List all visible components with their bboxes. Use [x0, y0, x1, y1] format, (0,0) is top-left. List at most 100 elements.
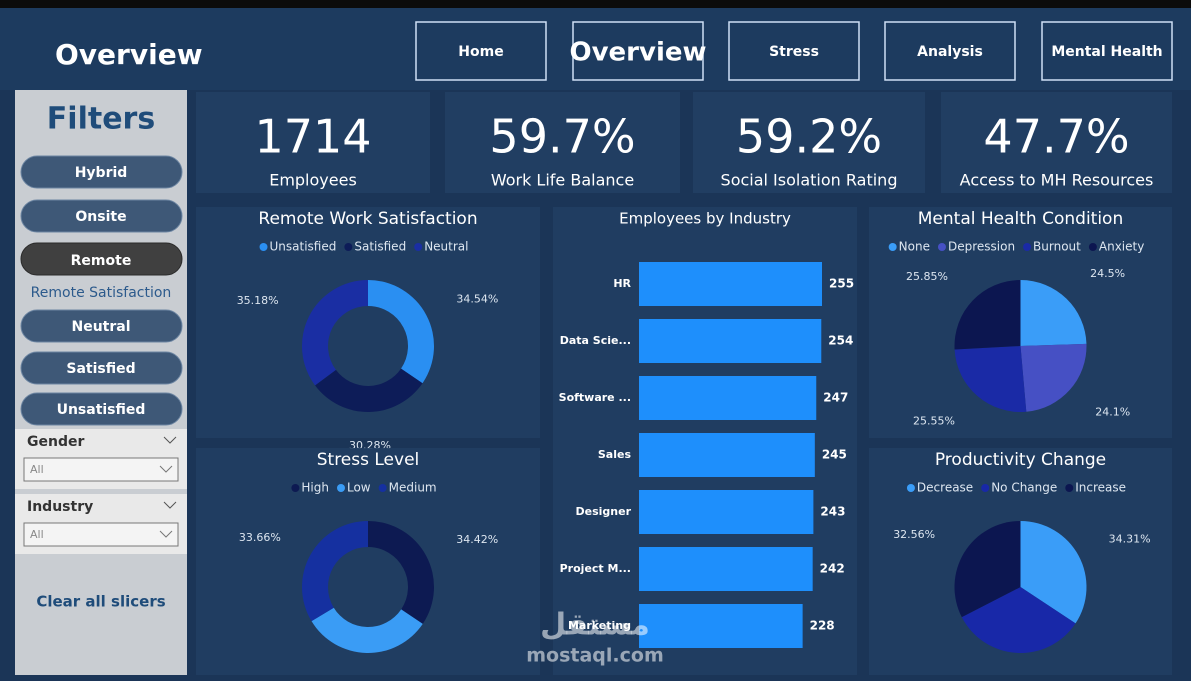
legend-label: High [301, 481, 329, 495]
data-label: 32.56% [893, 528, 935, 541]
legend-label: Decrease [917, 481, 973, 495]
bar [639, 262, 822, 306]
filter-title: Filters [47, 102, 155, 137]
legend-label: Low [347, 481, 371, 495]
legend-label: Burnout [1033, 240, 1081, 254]
chart-title: Employees by Industry [619, 210, 791, 228]
dropdown-value[interactable]: All [30, 528, 44, 541]
legend-label: None [899, 240, 930, 254]
legend-marker [937, 243, 946, 251]
slice [1020, 521, 1087, 624]
filter-button[interactable] [20, 155, 183, 189]
legend-label: Satisfied [354, 240, 406, 254]
category-label: Software ... [559, 391, 631, 404]
dropdown[interactable] [23, 522, 179, 547]
dropdown-label: Industry [27, 499, 93, 515]
legend-label: No Change [991, 481, 1057, 495]
data-label: 25.55% [913, 415, 955, 428]
kpi-label: Access to MH Resources [960, 171, 1154, 190]
kpi-value: 59.2% [736, 110, 882, 164]
kpi-value: 1714 [254, 110, 371, 164]
filter-label[interactable]: Hybrid [75, 165, 128, 181]
filter-button[interactable] [20, 309, 183, 343]
filter-panel: Filters Hybrid Onsite Remote Remote Sati… [15, 90, 187, 675]
filter-label[interactable]: Onsite [75, 209, 126, 225]
dropdown-value[interactable]: All [30, 463, 44, 476]
data-label: 228 [810, 619, 835, 633]
legend-marker [981, 484, 990, 492]
bar [639, 547, 813, 591]
nav-button[interactable] [728, 21, 860, 81]
legend-label: Unsatisfied [270, 240, 337, 254]
nav-button[interactable] [415, 21, 547, 81]
filter-label[interactable]: Unsatisfied [57, 402, 146, 418]
data-label: 254 [828, 334, 853, 348]
chevron [163, 436, 177, 444]
kpi-label: Work Life Balance [491, 171, 634, 190]
nav-label[interactable]: Analysis [917, 44, 983, 60]
kpi-card [196, 92, 430, 193]
kpi-card [941, 92, 1172, 193]
filter-button[interactable] [20, 351, 183, 385]
data-label: 24.1% [1095, 405, 1130, 418]
data-label: 247 [823, 391, 848, 405]
dropdown-label: Gender [27, 434, 84, 450]
category-label: Data Scie... [560, 334, 631, 347]
nav-button[interactable] [1041, 21, 1173, 81]
data-label: 33.14% [994, 680, 1036, 681]
filter-label[interactable]: Satisfied [66, 361, 135, 377]
data-label: 34.54% [456, 292, 498, 305]
nav-label[interactable]: Home [458, 44, 503, 60]
bar [639, 376, 817, 420]
filter-button[interactable] [20, 392, 183, 426]
slice [302, 280, 368, 386]
legend-label: Increase [1075, 481, 1126, 495]
legend-marker [1023, 243, 1032, 251]
legend-marker [1088, 243, 1097, 251]
category-label: Marketing [568, 619, 631, 632]
legend-marker [291, 484, 300, 492]
filter-group-label: Remote Satisfaction [31, 285, 172, 301]
nav-label[interactable]: Mental Health [1051, 44, 1162, 60]
data-label: 34.31% [1109, 533, 1151, 546]
watermark: مستقل [540, 608, 650, 643]
slice [954, 521, 1021, 618]
nav-button[interactable] [572, 21, 704, 81]
legend-label: Neutral [424, 240, 468, 254]
slice [368, 521, 434, 624]
slice [311, 607, 423, 653]
chevron [159, 530, 173, 538]
bar [639, 490, 814, 534]
filter-label[interactable]: Neutral [71, 319, 130, 335]
slice [315, 368, 423, 412]
clear-button[interactable]: Clear all slicers [36, 593, 165, 611]
kpi-card [693, 92, 925, 193]
data-label: 34.42% [456, 533, 498, 546]
dropdown[interactable] [23, 457, 179, 482]
nav-label[interactable]: Overview [569, 38, 706, 68]
nav-button[interactable] [884, 21, 1016, 81]
chart-title: Productivity Change [935, 450, 1106, 470]
watermark: mostaql.com [526, 645, 664, 667]
filter-button[interactable] [20, 199, 183, 233]
slice [302, 521, 368, 622]
slice [961, 587, 1076, 653]
kpi-label: Social Isolation Rating [721, 171, 898, 190]
legend-marker [336, 484, 345, 492]
data-label: 242 [820, 562, 845, 576]
nav-label[interactable]: Stress [769, 44, 819, 60]
chevron [159, 465, 173, 473]
legend-label: Medium [389, 481, 437, 495]
data-label: 24.5% [1090, 267, 1125, 280]
legend-marker [414, 243, 423, 251]
legend-marker [259, 243, 268, 251]
legend-marker [378, 484, 387, 492]
chart-title: Stress Level [317, 450, 420, 470]
legend-label: Anxiety [1099, 240, 1144, 254]
filter-button-selected[interactable] [20, 242, 183, 276]
slice [954, 280, 1021, 350]
data-label: 33.66% [239, 531, 281, 544]
filter-label[interactable]: Remote [71, 253, 132, 269]
slice [1020, 343, 1087, 412]
